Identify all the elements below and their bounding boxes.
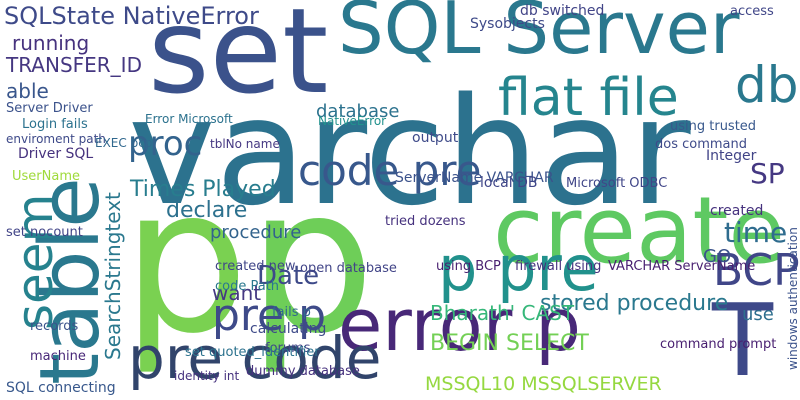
- word: declare: [166, 198, 247, 223]
- word: p pre: [438, 232, 599, 305]
- word: database: [316, 101, 399, 122]
- word: command prompt: [660, 337, 776, 352]
- word: set quoted_identifier: [185, 345, 320, 360]
- word: Login fails: [22, 117, 88, 132]
- word: error p: [338, 283, 581, 367]
- word: local DB: [480, 175, 537, 191]
- word: create: [493, 177, 785, 284]
- word: code pre: [298, 146, 481, 195]
- word: SQL Server: [338, 0, 740, 70]
- word: db switched: [520, 3, 604, 19]
- word: fails p: [272, 305, 311, 320]
- word: records: [30, 319, 79, 334]
- word: code Path: [215, 279, 279, 294]
- word: table: [23, 177, 118, 385]
- word: calculating: [250, 321, 326, 337]
- word: p: [248, 145, 375, 378]
- word: VARCHAR ServerName: [608, 259, 755, 274]
- word: using BCP: [436, 259, 501, 274]
- word: pre p: [212, 290, 326, 341]
- word: proc: [128, 124, 202, 164]
- word: Server Driver: [6, 101, 93, 116]
- word: SQL connecting: [6, 380, 116, 396]
- word: GO: [703, 246, 731, 267]
- word: TRANSFER_ID: [5, 53, 142, 77]
- word: BEGIN SELECT: [430, 331, 589, 356]
- word: p: [122, 145, 249, 378]
- word: dummy database: [246, 364, 360, 379]
- word: MSSQL10 MSSQLSERVER: [425, 373, 662, 395]
- word: tried dozens: [385, 214, 466, 229]
- word: set: [148, 0, 328, 120]
- word: identity int: [174, 369, 240, 383]
- word: running: [12, 31, 89, 55]
- word: Date: [257, 261, 319, 291]
- word: Integer: [706, 148, 757, 164]
- word: db: [735, 56, 798, 114]
- word: SP: [750, 157, 785, 190]
- word: flat file: [498, 68, 679, 128]
- word: varchar: [128, 66, 691, 238]
- word: created new: [215, 259, 296, 274]
- word: SearchStringtext: [101, 192, 125, 360]
- word: using trusted: [670, 119, 756, 134]
- word: SQLState NativeError: [4, 2, 259, 30]
- word: Microsoft ODBC: [566, 176, 667, 191]
- word: EXEC bcp: [95, 136, 152, 150]
- word: T: [711, 282, 774, 399]
- word: Sysobjects: [470, 16, 545, 32]
- word: time: [724, 216, 787, 249]
- word: enviroment path: [6, 132, 106, 146]
- word: Error Microsoft: [145, 112, 233, 126]
- word: ServerName VARCHAR: [395, 170, 554, 186]
- word: procedure: [210, 222, 301, 243]
- word: tblNo name: [210, 137, 280, 151]
- word: BCP: [713, 245, 800, 296]
- word: firewall using: [515, 259, 601, 274]
- word: created: [710, 203, 763, 219]
- word: pre code: [128, 324, 381, 392]
- word: seem: [6, 194, 64, 330]
- word: Driver SQL: [18, 146, 93, 162]
- word: machine: [30, 349, 86, 364]
- word: NativeError: [318, 114, 386, 128]
- word: able: [6, 79, 49, 103]
- word: forums: [265, 341, 311, 356]
- word: output: [412, 130, 459, 146]
- word: UserName: [12, 169, 80, 184]
- word: dos command: [655, 137, 747, 152]
- word: stored procedure: [540, 291, 728, 316]
- word: open database: [300, 261, 397, 276]
- word: windows authentication: [786, 227, 800, 370]
- word: access: [730, 4, 774, 19]
- word: Times Played: [129, 177, 276, 202]
- word: set nocount: [6, 225, 83, 240]
- word: Bharath' CAST: [430, 301, 575, 325]
- word: want: [212, 281, 261, 305]
- word: use: [742, 304, 774, 325]
